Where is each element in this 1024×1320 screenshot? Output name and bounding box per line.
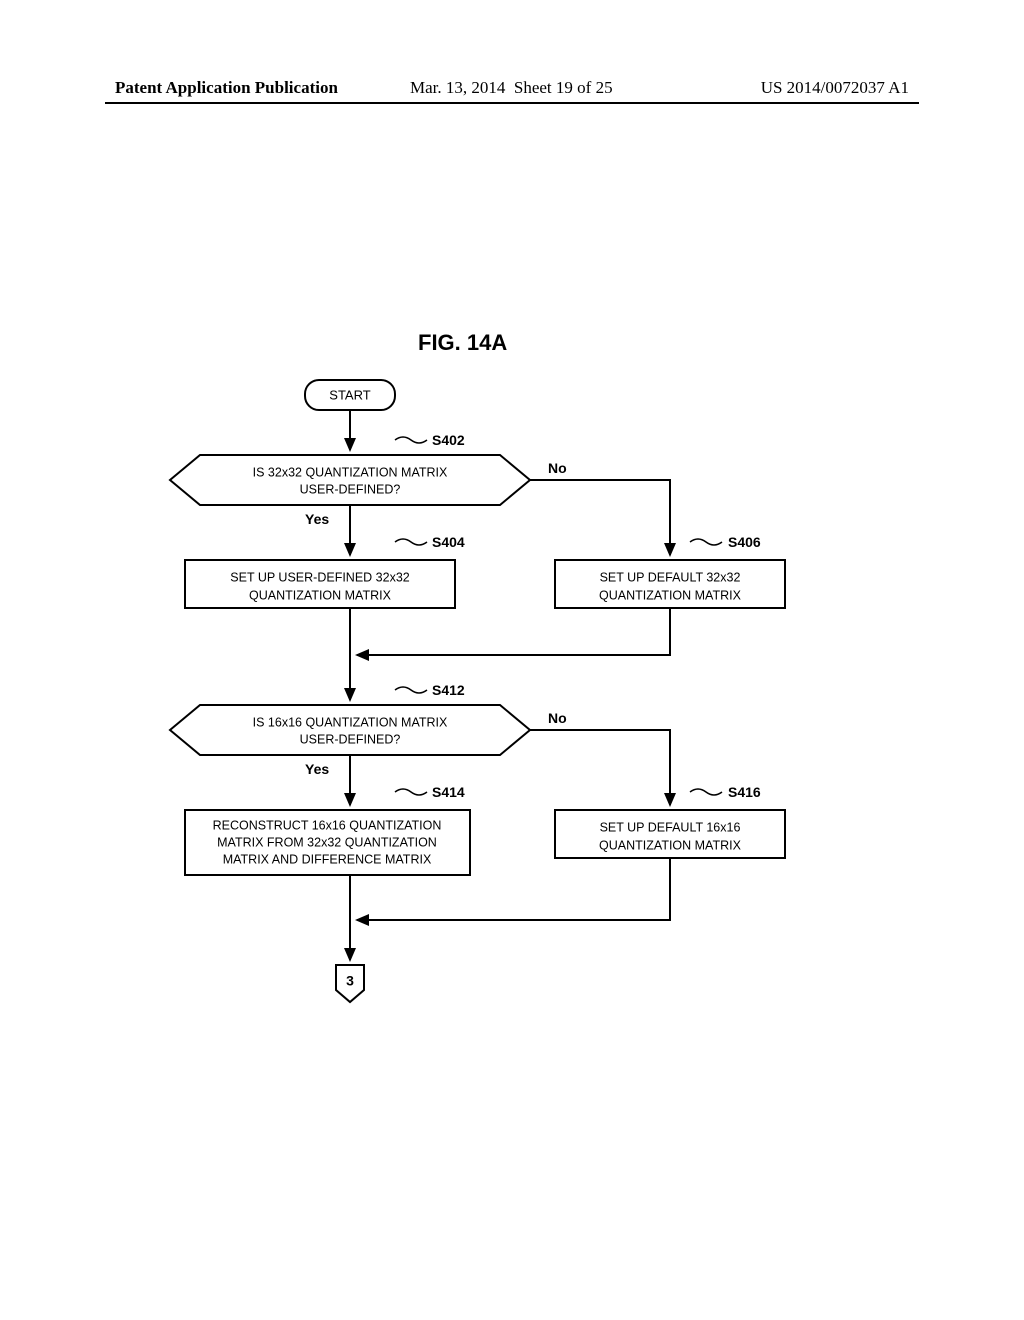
- d2-no-label: No: [548, 710, 567, 726]
- p1-line2: QUANTIZATION MATRIX: [249, 588, 392, 602]
- connector-node: 3: [336, 965, 364, 1002]
- step-s406: S406: [728, 534, 761, 550]
- p4-line2: QUANTIZATION MATRIX: [599, 838, 742, 852]
- tilde-s414: [395, 789, 427, 795]
- edge-d2-no: [530, 730, 670, 805]
- decision-2: IS 16x16 QUANTIZATION MATRIX USER-DEFINE…: [170, 705, 530, 755]
- d2-line2: USER-DEFINED?: [300, 732, 401, 746]
- p2-line1: SET UP DEFAULT 32x32: [600, 570, 741, 584]
- step-s404: S404: [432, 534, 465, 550]
- page: Patent Application Publication Mar. 13, …: [0, 0, 1024, 1320]
- tilde-s406: [690, 539, 722, 545]
- edge-p4-merge: [357, 858, 670, 920]
- tilde-s412: [395, 687, 427, 693]
- p3-line2: MATRIX FROM 32x32 QUANTIZATION: [217, 835, 437, 849]
- process-1: SET UP USER-DEFINED 32x32 QUANTIZATION M…: [185, 560, 455, 608]
- process-4: SET UP DEFAULT 16x16 QUANTIZATION MATRIX: [555, 810, 785, 858]
- p4-line1: SET UP DEFAULT 16x16: [600, 820, 741, 834]
- edge-d1-no: [530, 480, 670, 555]
- step-s412: S412: [432, 682, 465, 698]
- p2-line2: QUANTIZATION MATRIX: [599, 588, 742, 602]
- d1-yes-label: Yes: [305, 511, 329, 527]
- step-s416: S416: [728, 784, 761, 800]
- process-2: SET UP DEFAULT 32x32 QUANTIZATION MATRIX: [555, 560, 785, 608]
- process-3: RECONSTRUCT 16x16 QUANTIZATION MATRIX FR…: [185, 810, 470, 875]
- step-s402: S402: [432, 432, 465, 448]
- d1-line2: USER-DEFINED?: [300, 482, 401, 496]
- p1-line1: SET UP USER-DEFINED 32x32: [230, 570, 410, 584]
- d2-yes-label: Yes: [305, 761, 329, 777]
- start-label: START: [329, 387, 370, 402]
- start-node: START: [305, 380, 395, 410]
- tilde-s402: [395, 437, 427, 443]
- p3-line3: MATRIX AND DIFFERENCE MATRIX: [223, 852, 432, 866]
- connector-label: 3: [346, 973, 354, 989]
- decision-1: IS 32x32 QUANTIZATION MATRIX USER-DEFINE…: [170, 455, 530, 505]
- d2-line1: IS 16x16 QUANTIZATION MATRIX: [253, 715, 448, 729]
- tilde-s404: [395, 539, 427, 545]
- edge-p2-merge: [357, 608, 670, 655]
- tilde-s416: [690, 789, 722, 795]
- d1-no-label: No: [548, 460, 567, 476]
- p3-line1: RECONSTRUCT 16x16 QUANTIZATION: [213, 818, 442, 832]
- flowchart-svg: START S402 IS 32x32 QUANTIZATION MATRIX …: [0, 0, 1024, 1320]
- step-s414: S414: [432, 784, 465, 800]
- d1-line1: IS 32x32 QUANTIZATION MATRIX: [253, 465, 448, 479]
